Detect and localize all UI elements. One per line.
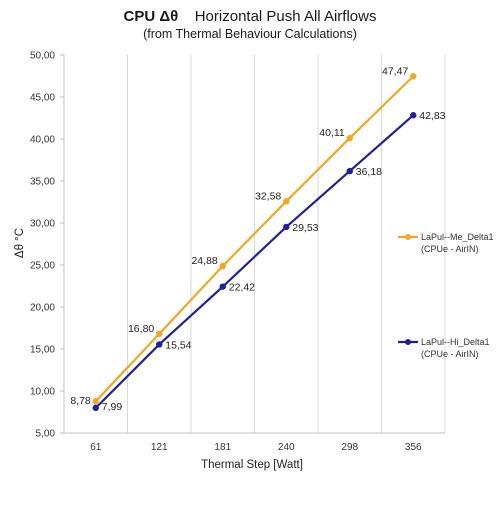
y-tick-label: 50,00 (30, 51, 55, 62)
series-point (283, 223, 290, 231)
x-tick-label: 181 (214, 442, 231, 453)
series-point (92, 404, 99, 412)
legend-marker (405, 234, 411, 240)
data-label: 24,88 (191, 255, 217, 267)
series-point (410, 73, 417, 80)
series-point (410, 112, 417, 119)
series-layer (92, 73, 417, 412)
legend-label: LaPul--Hi_Delta1 (421, 337, 490, 347)
x-tick-label: 356 (405, 442, 422, 453)
legend: LaPul--Me_Delta1 (CPUe - AirIN) LaPul--Hi_… (398, 232, 494, 359)
y-tick-label: 15,00 (30, 345, 55, 356)
y-tick-label: 5,00 (36, 429, 56, 440)
y-tick-label: 30,00 (30, 219, 55, 230)
series-line (94, 75, 415, 403)
chart-title-rest: Horizontal Push All Airflows (195, 8, 377, 25)
chart-title: CPU Δθ Horizontal Push All Airflows (124, 8, 377, 25)
data-label: 22,42 (229, 282, 255, 294)
legend-label: LaPul--Me_Delta1 (421, 232, 494, 242)
x-axis-title: Thermal Step [Watt] (201, 459, 303, 471)
series-point (156, 330, 163, 338)
x-tick-label: 298 (341, 442, 358, 453)
data-label: 32,58 (255, 190, 281, 202)
series-point (346, 134, 353, 142)
x-tick-label: 61 (90, 442, 102, 453)
chart-title-bold: CPU Δθ (124, 8, 179, 25)
data-label: 7,99 (102, 401, 123, 413)
series-point (156, 341, 163, 348)
chart-subtitle: (from Thermal Behaviour Calculations) (143, 27, 357, 41)
data-label: 8,78 (70, 395, 91, 407)
data-label: 42,83 (419, 110, 445, 122)
y-tick-label: 25,00 (30, 261, 55, 272)
y-tick-label: 20,00 (30, 303, 55, 314)
legend-sublabel: (CPUe - AirIN) (421, 244, 479, 254)
data-label: 29,53 (292, 222, 318, 234)
series-point (219, 262, 226, 270)
series-line (94, 114, 414, 409)
series-point (346, 167, 353, 175)
x-tick-label: 121 (151, 442, 168, 453)
data-labels: 8,78 16,80 24,88 32,58 40,11 47,47 7,99 15,54 22… (70, 65, 445, 413)
y-tick-label: 35,00 (30, 177, 55, 188)
legend-sublabel: (CPUe - AirIN) (421, 349, 479, 359)
x-tick-label: 240 (278, 442, 295, 453)
data-label: 36,18 (356, 166, 382, 178)
data-label: 47,47 (382, 65, 408, 77)
data-label: 15,54 (165, 339, 191, 351)
series-point (219, 283, 226, 290)
series-point (283, 198, 290, 205)
grid (63, 55, 446, 433)
legend-marker (405, 339, 411, 345)
data-label: 16,80 (128, 323, 154, 335)
y-tick-label: 40,00 (30, 135, 55, 146)
axes: 5,00 10,00 15,00 20,00 25,00 30,00 35,00 40,00 4… (30, 51, 445, 453)
data-label: 40,11 (319, 127, 345, 139)
y-tick-label: 10,00 (30, 387, 55, 398)
y-tick-label: 45,00 (30, 93, 55, 104)
y-axis-title: Δθ °C (14, 228, 26, 258)
series-point (92, 398, 99, 405)
